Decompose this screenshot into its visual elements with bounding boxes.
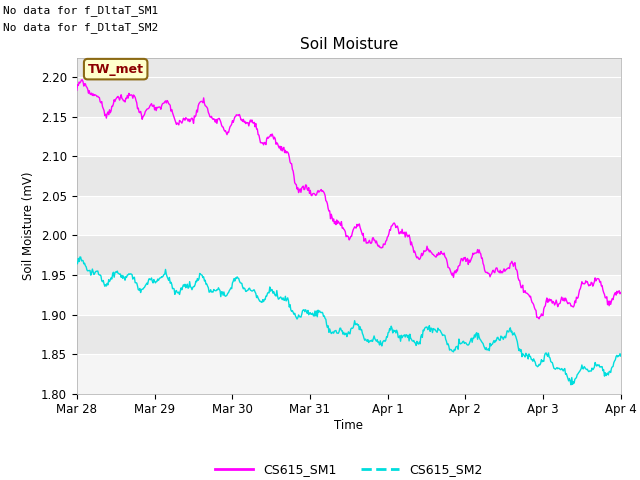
Text: TW_met: TW_met [88, 63, 144, 76]
Bar [77, 275, 621, 314]
Bar [77, 354, 621, 394]
Y-axis label: Soil Moisture (mV): Soil Moisture (mV) [22, 171, 35, 280]
Bar [77, 196, 621, 236]
Bar [77, 117, 621, 156]
X-axis label: Time: Time [334, 419, 364, 432]
Bar [77, 314, 621, 354]
Bar [77, 156, 621, 196]
Text: No data for f_DltaT_SM2: No data for f_DltaT_SM2 [3, 22, 159, 33]
Bar [77, 236, 621, 275]
Text: No data for f_DltaT_SM1: No data for f_DltaT_SM1 [3, 5, 159, 16]
Bar [77, 77, 621, 117]
Title: Soil Moisture: Soil Moisture [300, 37, 398, 52]
Legend: CS615_SM1, CS615_SM2: CS615_SM1, CS615_SM2 [211, 458, 487, 480]
